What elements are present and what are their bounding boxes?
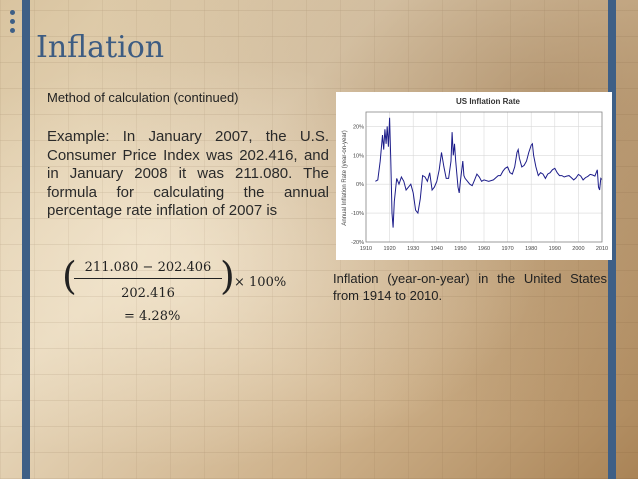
chart-plot-frame (365, 111, 603, 243)
dot-3 (10, 28, 15, 33)
x-tick-label: 1930 (407, 246, 419, 252)
formula-numerator: 211.080 − 202.406 (84, 260, 212, 275)
x-tick-label: 1990 (549, 246, 561, 252)
inflation-chart-svg: US Inflation Rate Annual Inflation Rate … (342, 97, 608, 252)
chart-y-axis-label: Annual Inflation Rate (year-on-year) (342, 130, 348, 225)
inflation-formula: ( 211.080 − 202.406 202.416 ) × 100% = 4… (62, 257, 312, 327)
y-tick-label: 0% (356, 182, 364, 188)
x-tick-label: 1940 (431, 246, 443, 252)
y-tick-label: -10% (351, 211, 364, 217)
chart-y-ticks: 20% 10% 0% -10% -20% (351, 124, 364, 246)
inflation-chart: US Inflation Rate Annual Inflation Rate … (336, 92, 612, 260)
formula-multiplier: × 100% (234, 275, 287, 290)
right-parenthesis: ) (220, 254, 235, 298)
slide-title: Inflation (36, 30, 165, 65)
x-tick-label: 1980 (525, 246, 537, 252)
x-tick-label: 1960 (478, 246, 490, 252)
formula-denominator: 202.416 (121, 286, 175, 301)
chart-title: US Inflation Rate (456, 97, 521, 106)
chart-x-ticks: 1910 1920 1930 1940 1950 1960 1970 1980 1990 2000… (360, 246, 608, 252)
dot-1 (10, 10, 15, 15)
decorative-dots (8, 10, 18, 70)
slide-subtitle: Method of calculation (continued) (47, 90, 239, 105)
fraction-bar (74, 278, 222, 279)
left-parenthesis: ( (62, 254, 77, 298)
inflation-series-line (375, 117, 603, 228)
x-tick-label: 1910 (360, 246, 372, 252)
x-tick-label: 1920 (383, 246, 395, 252)
right-accent-bar (608, 0, 616, 479)
x-tick-label: 2000 (572, 246, 584, 252)
chart-caption: Inflation (year-on-year) in the United S… (333, 271, 607, 303)
x-tick-label: 1950 (454, 246, 466, 252)
dot-2 (10, 19, 15, 24)
left-accent-bar (22, 0, 30, 479)
y-tick-label: 20% (353, 124, 364, 130)
x-tick-label: 2010 (596, 246, 608, 252)
example-text: Example: In January 2007, the U.S. Consu… (47, 128, 329, 219)
formula-result: = 4.28% (124, 309, 181, 324)
x-tick-label: 1970 (501, 246, 513, 252)
y-tick-label: 10% (353, 153, 364, 159)
y-tick-label: -20% (351, 240, 364, 246)
